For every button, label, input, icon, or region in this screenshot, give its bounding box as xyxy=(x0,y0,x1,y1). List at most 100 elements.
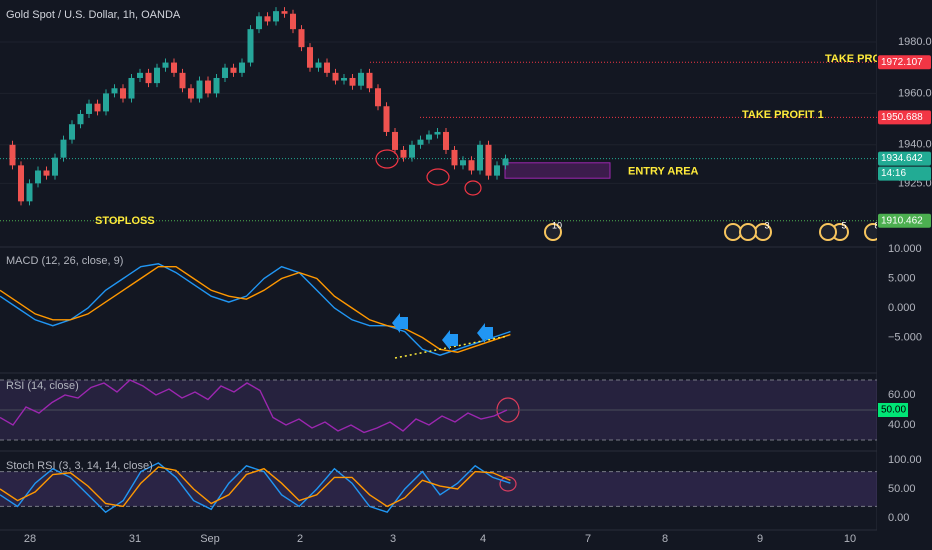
event-count: 3 xyxy=(764,220,769,230)
candle-body xyxy=(332,72,339,81)
event-badge xyxy=(544,223,562,241)
pane-title: RSI (14, close) xyxy=(6,380,79,392)
annotation: STOPLOSS xyxy=(95,215,155,227)
candle-body xyxy=(188,88,194,99)
event-count: 5 xyxy=(841,220,846,230)
y-tick-label: 1940.000 xyxy=(898,139,932,151)
candle-body xyxy=(9,144,16,166)
candle-body xyxy=(434,131,441,135)
x-tick-label: 3 xyxy=(390,533,396,545)
candle-body xyxy=(324,62,330,73)
candle-body xyxy=(239,62,245,73)
candle-body xyxy=(205,80,211,94)
y-tick-label: 60.00 xyxy=(888,389,916,401)
x-tick-label: 9 xyxy=(757,533,763,545)
candle-body xyxy=(154,67,160,84)
y-tick-label: 0.000 xyxy=(888,302,916,314)
candle-body xyxy=(298,29,305,48)
candle-body xyxy=(341,77,347,81)
entry-label: ENTRY AREA xyxy=(628,166,699,178)
price-axis xyxy=(877,0,932,550)
candle-body xyxy=(443,131,449,150)
candle-body xyxy=(468,160,475,171)
highlight-circle xyxy=(426,168,450,186)
candle-body xyxy=(222,67,228,78)
highlight-circle xyxy=(375,149,399,169)
candle-body xyxy=(392,131,398,150)
candle-body xyxy=(171,62,177,73)
y-tick-label: 10.000 xyxy=(888,243,922,255)
pane-title: Stoch RSI (3, 3, 14, 14, close) xyxy=(6,460,153,472)
candle-body xyxy=(103,93,109,112)
candle-body xyxy=(375,88,381,107)
highlight-circle xyxy=(499,476,517,492)
x-tick-label: Sep xyxy=(200,533,220,545)
event-badge xyxy=(724,223,742,241)
candle-body xyxy=(43,170,50,176)
candle-body xyxy=(247,29,254,63)
candle-body xyxy=(196,80,203,99)
candle-body xyxy=(290,13,296,30)
y-tick-label: 1980.000 xyxy=(898,36,932,48)
candle-body xyxy=(52,157,58,176)
x-tick-label: 10 xyxy=(844,533,856,545)
y-tick-label: 5.000 xyxy=(888,272,916,284)
signal-line xyxy=(0,266,511,353)
candle-body xyxy=(485,144,492,176)
event-badge xyxy=(819,223,837,241)
candle-body xyxy=(69,124,75,140)
price-tag xyxy=(878,110,931,125)
macd-line xyxy=(0,263,511,356)
candle-body xyxy=(26,183,33,202)
price-tag xyxy=(878,55,931,70)
x-tick-label: 28 xyxy=(24,533,36,545)
y-tick-label: −5.000 xyxy=(888,331,922,343)
event-count: 10 xyxy=(552,220,562,230)
price-tag xyxy=(878,213,931,228)
rsi-tag xyxy=(878,403,908,417)
candle-body xyxy=(383,106,390,132)
candle-body xyxy=(120,88,126,99)
countdown: 14:16 xyxy=(881,168,906,179)
arrow xyxy=(442,330,458,350)
candle-body xyxy=(162,62,169,68)
candle-body xyxy=(137,72,143,78)
x-tick-label: 8 xyxy=(662,533,668,545)
candle-body xyxy=(35,170,41,184)
candle-body xyxy=(145,72,152,84)
x-tick-label: 31 xyxy=(129,533,141,545)
countdown-tag xyxy=(878,166,931,181)
arrow xyxy=(392,313,408,333)
trend-line xyxy=(394,335,509,359)
candle-body xyxy=(409,144,415,158)
x-tick-label: 4 xyxy=(480,533,486,545)
rsi-tag-label: 50.00 xyxy=(881,405,906,416)
candle-body xyxy=(477,144,483,171)
candle-body xyxy=(77,113,84,125)
pane-title: MACD (12, 26, close, 9) xyxy=(6,255,123,267)
candle-body xyxy=(18,165,24,202)
candle-body xyxy=(502,158,509,166)
candle-body xyxy=(230,67,237,73)
candle-body xyxy=(273,11,279,22)
price-tag xyxy=(878,151,931,166)
rsi-line xyxy=(0,379,508,434)
annotation: TAKE PROFIT 1 xyxy=(742,109,824,121)
candle-body xyxy=(307,47,313,68)
y-tick-label: 40.00 xyxy=(888,419,916,431)
stoch-band xyxy=(0,471,877,507)
candle-body xyxy=(400,149,407,158)
x-tick-label: 7 xyxy=(585,533,591,545)
y-tick-label: 1960.000 xyxy=(898,87,932,99)
price-tag-label: 1910.462 xyxy=(881,215,923,226)
candle-body xyxy=(494,165,500,176)
arrow xyxy=(477,323,493,343)
candle-body xyxy=(315,62,322,68)
stoch-d xyxy=(0,466,511,508)
candle-body xyxy=(349,77,356,86)
candle-body xyxy=(111,88,118,94)
stoch-k xyxy=(0,462,511,514)
